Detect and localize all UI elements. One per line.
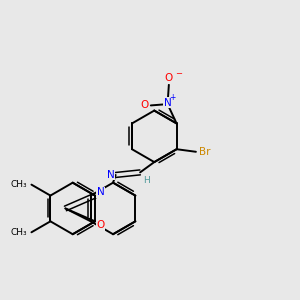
- Text: CH₃: CH₃: [10, 228, 27, 237]
- Text: Br: Br: [199, 147, 211, 157]
- Text: N: N: [164, 98, 171, 108]
- Text: O: O: [140, 100, 148, 110]
- Text: O: O: [97, 220, 105, 230]
- Text: N: N: [107, 170, 115, 180]
- Text: N: N: [97, 188, 105, 197]
- Text: −: −: [175, 69, 182, 78]
- Text: H: H: [143, 176, 150, 185]
- Text: O: O: [165, 74, 173, 83]
- Text: +: +: [169, 93, 176, 102]
- Text: CH₃: CH₃: [10, 180, 27, 189]
